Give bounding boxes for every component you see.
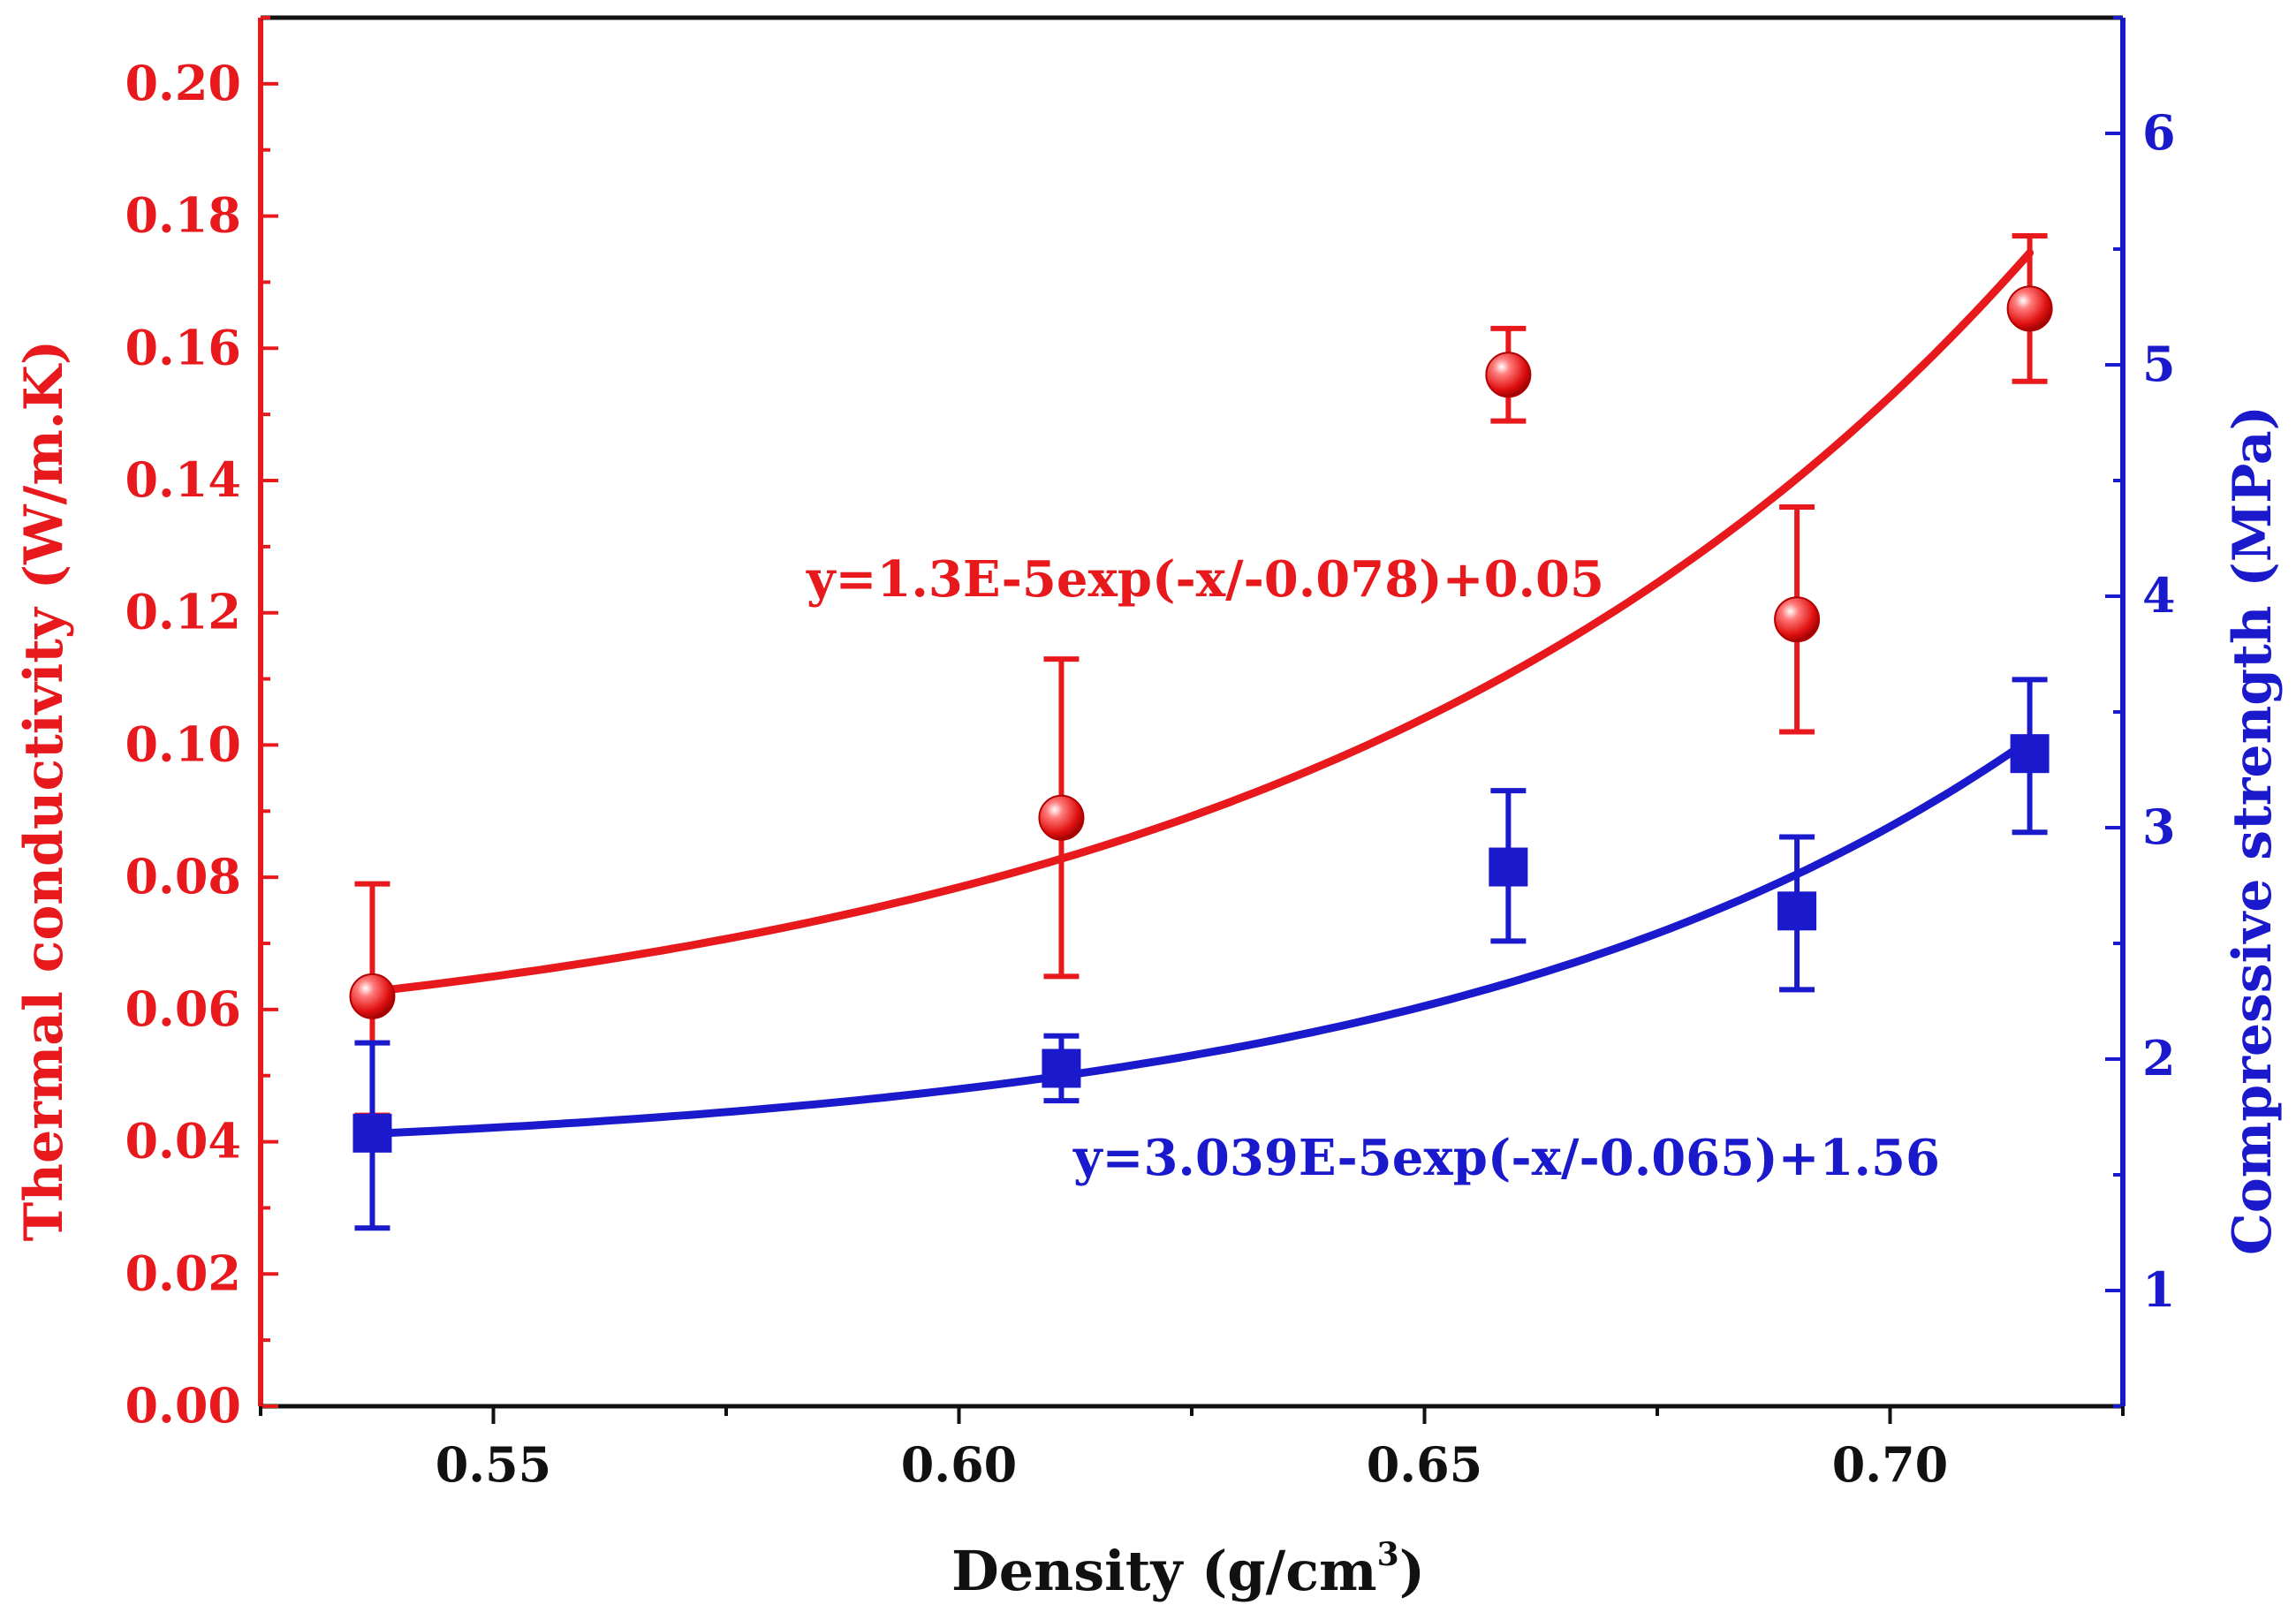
left-tick-label: 0.02 [125, 1245, 241, 1301]
thermal-fit-curve [368, 248, 2035, 996]
compressive-fit-curve [368, 736, 2035, 1138]
left-tick-label: 0.00 [125, 1377, 241, 1434]
x-axis-ticks: 0.55 0.60 0.65 0.70 [259, 1406, 2125, 1493]
left-tick-label: 0.12 [125, 584, 241, 640]
left-tick-label: 0.04 [125, 1113, 241, 1170]
left-tick-label: 0.18 [125, 187, 241, 244]
thermal-fit-equation: y=1.3E-5exp(-x/-0.078)+0.05 [806, 550, 1604, 609]
x-tick-label: 0.60 [901, 1436, 1018, 1493]
fit-curves [368, 248, 2035, 1138]
right-tick-label: 1 [2142, 1261, 2176, 1318]
compressive-point [1042, 1048, 1081, 1088]
right-tick-label: 6 [2142, 104, 2176, 161]
data-marks [349, 233, 2053, 1231]
left-tick-label: 0.20 [125, 55, 241, 111]
thermal-point [2006, 285, 2053, 332]
left-tick-label: 0.06 [125, 980, 241, 1037]
left-axis-ticks: 0.00 0.02 0.04 0.06 0.08 0.10 0.12 0.14 0.16 0.18… [125, 16, 278, 1434]
left-tick-label: 0.14 [125, 451, 241, 508]
x-tick-label: 0.55 [436, 1436, 552, 1493]
compressive-fit-equation: y=3.039E-5exp(-x/-0.065)+1.56 [1072, 1129, 1940, 1187]
thermal-point [1038, 794, 1085, 841]
right-axis-ticks: 1 2 3 4 5 6 [2105, 16, 2176, 1408]
compressive-point [1777, 891, 1817, 931]
compressive-point [1489, 847, 1528, 887]
x-tick-label: 0.65 [1367, 1436, 1483, 1493]
y-axis-right-label: Compressive strength (MPa) [2222, 405, 2284, 1255]
thermal-point [1485, 352, 1532, 398]
x-axis-label: Density (g/cm3) [951, 1536, 1425, 1603]
y-axis-left-label: Thermal conductivity (W/m.K) [13, 340, 75, 1242]
right-tick-label: 5 [2142, 336, 2176, 392]
right-tick-label: 2 [2142, 1030, 2176, 1086]
x-tick-label: 0.70 [1832, 1436, 1949, 1493]
thermal-point [349, 973, 396, 1019]
left-tick-label: 0.08 [125, 848, 241, 905]
compressive-point [2010, 734, 2050, 774]
right-tick-label: 3 [2142, 799, 2176, 855]
left-tick-label: 0.10 [125, 715, 241, 772]
left-tick-label: 0.16 [125, 319, 241, 375]
thermal-point [1774, 596, 1821, 643]
right-tick-label: 4 [2142, 567, 2176, 624]
compressive-point [352, 1113, 392, 1153]
